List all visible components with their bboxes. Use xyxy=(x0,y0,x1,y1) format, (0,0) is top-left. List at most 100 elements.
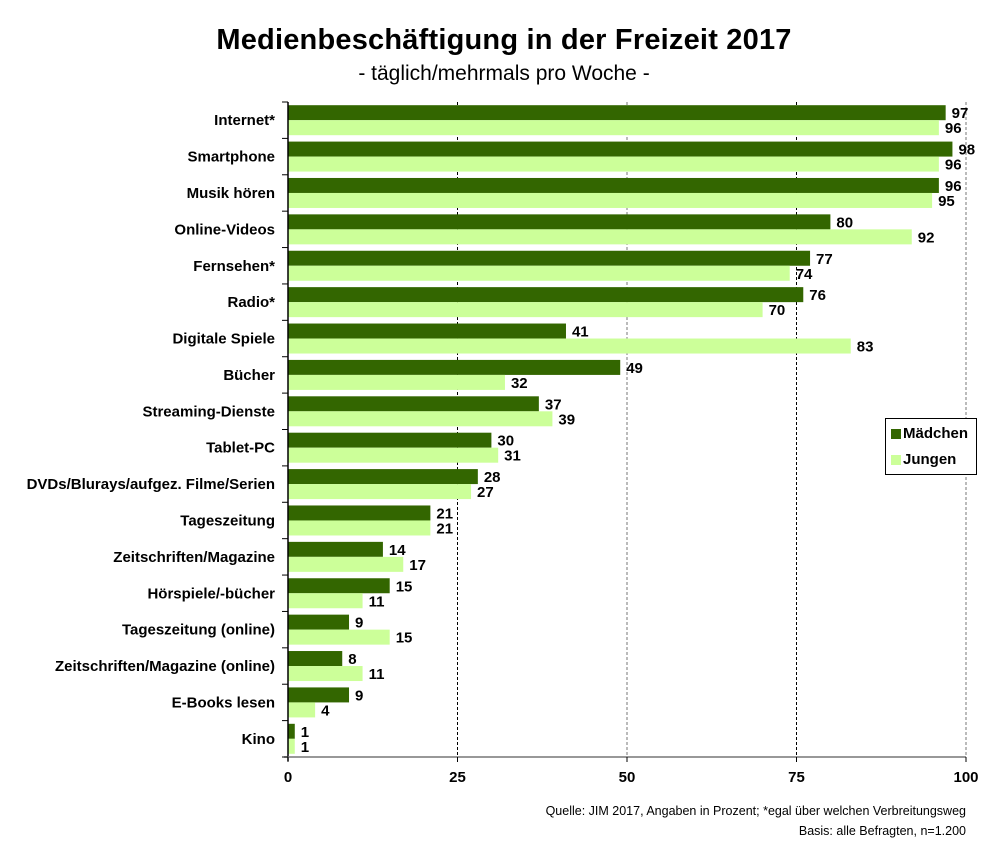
value-label-jungen: 92 xyxy=(918,229,935,246)
value-label-maedchen: 21 xyxy=(436,505,453,522)
bar-maedchen xyxy=(288,651,343,667)
category-label: Tageszeitung xyxy=(180,512,275,529)
chart-title: Medienbeschäftigung in der Freizeit 2017 xyxy=(216,24,792,56)
legend-swatch-jungen xyxy=(891,454,901,465)
value-label-maedchen: 28 xyxy=(484,469,501,486)
bar-maedchen xyxy=(288,105,946,121)
value-label-jungen: 17 xyxy=(409,557,426,574)
bar-jungen xyxy=(288,229,912,245)
bar-jungen xyxy=(288,447,499,463)
bar-jungen xyxy=(288,338,851,354)
value-label-jungen: 74 xyxy=(796,266,813,283)
bar-maedchen xyxy=(288,359,621,375)
bar-maedchen xyxy=(288,287,804,303)
legend: Mädchen Jungen xyxy=(885,418,977,475)
bars xyxy=(288,105,953,754)
bar-maedchen xyxy=(288,396,539,412)
value-label-jungen: 1 xyxy=(301,739,309,756)
category-label: Smartphone xyxy=(187,149,275,166)
category-label: Musik hören xyxy=(187,185,275,202)
bar-jungen xyxy=(288,411,553,427)
value-label-jungen: 96 xyxy=(945,157,962,174)
category-label: Fernsehen* xyxy=(193,258,275,275)
value-label-jungen: 4 xyxy=(321,702,330,719)
category-label: Online-Videos xyxy=(174,221,275,238)
bar-maedchen xyxy=(288,578,390,594)
category-label: Tablet-PC xyxy=(206,440,275,457)
value-label-maedchen: 8 xyxy=(348,651,356,668)
value-label-jungen: 15 xyxy=(396,630,413,647)
value-label-maedchen: 1 xyxy=(301,724,309,741)
value-label-jungen: 11 xyxy=(369,666,385,683)
value-label-maedchen: 15 xyxy=(396,578,413,595)
value-label-jungen: 39 xyxy=(558,411,575,428)
x-tick-label: 25 xyxy=(449,769,466,786)
bar-jungen xyxy=(288,374,505,390)
bar-jungen xyxy=(288,265,790,281)
value-labels: 9796989696958092777476704183493237393031… xyxy=(301,105,975,756)
value-label-maedchen: 14 xyxy=(389,542,406,559)
bar-maedchen xyxy=(288,505,431,521)
bar-jungen xyxy=(288,702,316,718)
value-label-maedchen: 97 xyxy=(952,105,969,122)
category-labels: Internet* Smartphone Musik hören Online-Vid… xyxy=(27,112,276,748)
x-tick-label: 50 xyxy=(619,769,636,786)
bar-jungen xyxy=(288,593,363,609)
chart-subtitle-text: - täglich/mehrmals pro Woche - xyxy=(358,62,650,85)
legend-item-jungen: Jungen xyxy=(891,451,956,468)
bar-maedchen xyxy=(288,214,831,230)
value-label-jungen: 27 xyxy=(477,484,494,501)
category-label: Radio* xyxy=(227,294,275,311)
value-label-maedchen: 9 xyxy=(355,615,363,632)
category-label: E-Books lesen xyxy=(172,694,275,711)
bar-maedchen xyxy=(288,723,295,739)
value-label-maedchen: 41 xyxy=(572,324,589,341)
value-label-jungen: 83 xyxy=(857,339,874,356)
x-tick-label: 0 xyxy=(284,769,292,786)
value-label-jungen: 32 xyxy=(511,375,528,392)
category-label: Zeitschriften/Magazine (online) xyxy=(55,658,275,675)
bar-jungen xyxy=(288,666,363,682)
bar-jungen xyxy=(288,629,390,645)
bar-maedchen xyxy=(288,469,478,485)
bar-jungen xyxy=(288,520,431,536)
bar-jungen xyxy=(288,484,472,500)
value-label-maedchen: 49 xyxy=(626,360,643,377)
bar-jungen xyxy=(288,302,763,318)
bar-jungen xyxy=(288,192,933,208)
bar-maedchen xyxy=(288,614,350,630)
value-label-maedchen: 9 xyxy=(355,687,363,704)
x-tick-label: 100 xyxy=(953,769,978,786)
value-label-maedchen: 98 xyxy=(958,142,975,159)
value-label-jungen: 96 xyxy=(945,120,962,137)
category-label: Streaming-Dienste xyxy=(142,403,275,420)
bar-maedchen xyxy=(288,687,350,703)
category-label: Hörspiele/-bücher xyxy=(147,585,275,602)
axes xyxy=(282,101,967,762)
bar-maedchen xyxy=(288,141,953,157)
chart-subtitle: - täglich/mehrmals pro Woche - xyxy=(0,62,1008,86)
value-label-maedchen: 80 xyxy=(836,214,853,231)
bar-jungen xyxy=(288,738,295,754)
value-label-maedchen: 37 xyxy=(545,396,562,413)
bar-jungen xyxy=(288,120,939,136)
bar-maedchen xyxy=(288,177,939,193)
bar-maedchen xyxy=(288,323,566,339)
bar-maedchen xyxy=(288,250,811,266)
bar-maedchen xyxy=(288,541,383,557)
legend-swatch-maedchen xyxy=(891,428,901,439)
category-label: Internet* xyxy=(214,112,275,129)
legend-item-maedchen: Mädchen xyxy=(891,425,968,442)
value-label-maedchen: 96 xyxy=(945,178,962,195)
category-label: DVDs/Blurays/aufgez. Filme/Serien xyxy=(27,476,275,493)
value-label-jungen: 31 xyxy=(504,448,521,465)
legend-label-jungen: Jungen xyxy=(903,451,957,468)
legend-label-maedchen: Mädchen xyxy=(903,425,969,442)
value-label-jungen: 70 xyxy=(769,302,786,319)
category-label: Zeitschriften/Magazine xyxy=(113,549,275,566)
source-note: Quelle: JIM 2017, Angaben in Prozent; *e… xyxy=(545,804,966,818)
category-label: Tageszeitung (online) xyxy=(122,622,275,639)
x-tick-label: 75 xyxy=(788,769,805,786)
basis-note: Basis: alle Befragten, n=1.200 xyxy=(798,824,966,838)
